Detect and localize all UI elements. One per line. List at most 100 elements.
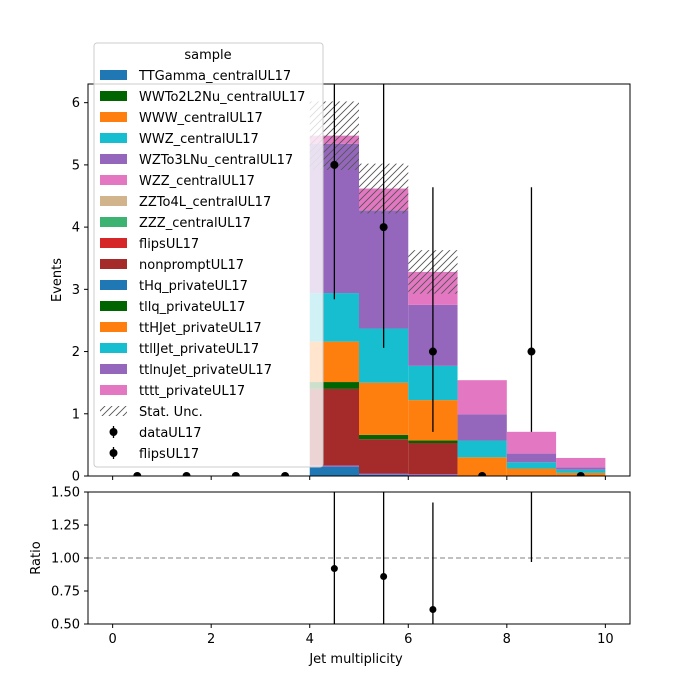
- x-axis-label: Jet multiplicity: [308, 652, 403, 667]
- data-point: [231, 472, 240, 476]
- legend-label: tHq_privateUL17: [139, 279, 248, 294]
- x-tick-label: 4: [306, 632, 314, 647]
- x-tick-label: 10: [597, 632, 614, 647]
- y-tick-label: 6: [72, 96, 80, 111]
- y-tick-label: 0.50: [51, 618, 80, 633]
- x-tick-label: 0: [108, 632, 116, 647]
- bar-segment: [408, 443, 458, 475]
- legend-label: TTGamma_centralUL17: [138, 69, 291, 84]
- data-point: [379, 223, 388, 232]
- legend-label: flipsUL17: [139, 447, 199, 462]
- main-y-axis-label: Events: [50, 258, 65, 302]
- legend-swatch: [100, 133, 127, 143]
- bar-segment: [506, 431, 557, 454]
- data-point: [330, 160, 339, 169]
- legend-marker: [109, 428, 118, 436]
- bar-segment: [506, 462, 557, 469]
- main-x-ticks: [112, 476, 606, 480]
- data-point: [576, 472, 585, 476]
- legend-label: ttlnuJet_privateUL17: [139, 363, 272, 378]
- legend-swatch: [100, 112, 127, 122]
- legend-label: dataUL17: [139, 426, 202, 441]
- y-tick-label: 3: [72, 283, 80, 298]
- legend-label: WWW_centralUL17: [139, 111, 263, 126]
- legend-swatch: [100, 91, 127, 101]
- data-point: [478, 472, 487, 476]
- bar-segment: [309, 382, 359, 389]
- legend-marker: [109, 449, 118, 457]
- bar-segment: [408, 474, 458, 476]
- legend-swatch: [100, 238, 127, 248]
- legend-label: WWZ_centralUL17: [139, 132, 259, 147]
- ratio-point: [429, 605, 437, 613]
- y-tick-label: 4: [72, 221, 80, 236]
- ratio-y-ticks: 0.50 0.75 1.00 1.25 1.50: [51, 486, 88, 633]
- legend-label: WWTo2L2Nu_centralUL17: [139, 90, 305, 105]
- legend-swatch: [100, 364, 127, 374]
- ratio-point: [380, 572, 388, 580]
- bar-segment: [506, 453, 557, 463]
- legend-label: ZZZ_centralUL17: [139, 216, 251, 231]
- legend: sample TTGamma_centralUL17 WWTo2L2Nu_cent…: [93, 42, 324, 468]
- bar-segment: [457, 414, 507, 441]
- legend-label: tttt_privateUL17: [139, 384, 245, 399]
- y-tick-label: 1.00: [51, 552, 80, 567]
- y-tick-label: 0.75: [51, 585, 80, 600]
- bar-segment: [359, 474, 409, 476]
- legend-title: sample: [184, 48, 231, 63]
- bar-segment: [359, 473, 409, 475]
- legend-swatch: [100, 385, 127, 395]
- ratio-point: [330, 565, 338, 573]
- legend-label: ttllJet_privateUL17: [139, 342, 259, 357]
- legend-swatch: [100, 259, 127, 269]
- bar-segment: [359, 439, 409, 474]
- legend-swatch: [100, 301, 127, 311]
- legend-label: ZZTo4L_centralUL17: [139, 195, 271, 210]
- legend-swatch: [100, 175, 127, 185]
- legend-label: Stat. Unc.: [139, 405, 203, 420]
- bar-segment: [408, 440, 458, 444]
- y-tick-label: 1.25: [51, 519, 80, 534]
- bar-segment: [309, 466, 359, 476]
- y-tick-label: 2: [72, 345, 80, 360]
- x-tick-label: 6: [404, 632, 412, 647]
- legend-swatch-stat-unc: [100, 406, 127, 416]
- legend-label: flipsUL17: [139, 237, 199, 252]
- y-tick-label: 1: [72, 407, 80, 422]
- data-point: [428, 347, 437, 356]
- x-tick-label: 8: [503, 632, 511, 647]
- legend-swatch: [100, 280, 127, 290]
- bar-segment: [309, 465, 359, 467]
- y-tick-label: 0: [72, 470, 80, 485]
- data-point: [182, 472, 191, 476]
- main-y-ticks: 0 1 2 3 4 5 6: [72, 96, 88, 485]
- bar-segment: [556, 467, 606, 470]
- bar-segment: [359, 382, 409, 435]
- legend-swatch: [100, 343, 127, 353]
- legend-swatch: [100, 196, 127, 206]
- legend-label: WZZ_centralUL17: [139, 174, 255, 189]
- bar-segment: [556, 457, 606, 468]
- legend-label: nonpromptUL17: [139, 258, 244, 273]
- legend-swatch: [100, 70, 127, 80]
- legend-items: TTGamma_centralUL17 WWTo2L2Nu_centralUL17…: [100, 69, 305, 462]
- y-tick-label: 1.50: [51, 486, 80, 501]
- legend-label: tllq_privateUL17: [139, 300, 245, 315]
- legend-swatch: [100, 154, 127, 164]
- bar-segment: [556, 469, 606, 473]
- x-tick-label: 2: [207, 632, 215, 647]
- data-point: [527, 347, 536, 356]
- bar-segment: [457, 440, 507, 458]
- bar-segment: [457, 380, 507, 415]
- data-point: [133, 472, 142, 476]
- y-tick-label: 5: [72, 158, 80, 173]
- legend-label: WZTo3LNu_centralUL17: [139, 153, 293, 168]
- legend-swatch: [100, 322, 127, 332]
- bar-segment: [506, 468, 557, 476]
- ratio-y-axis-label: Ratio: [29, 541, 44, 574]
- bar-segment: [457, 457, 507, 476]
- ratio-plot-area: [88, 492, 630, 624]
- legend-swatch: [100, 217, 127, 227]
- data-point: [281, 472, 290, 476]
- main-axes-frame: [87, 83, 631, 477]
